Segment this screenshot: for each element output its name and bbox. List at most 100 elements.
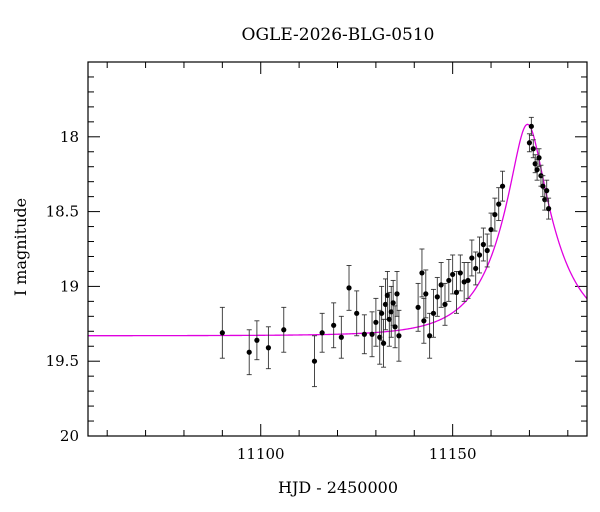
data-point	[438, 262, 444, 308]
data-point	[254, 320, 260, 361]
data-point	[219, 306, 225, 359]
point-marker	[419, 270, 425, 276]
point-marker	[499, 183, 506, 189]
point-marker	[476, 252, 483, 258]
point-marker	[536, 155, 542, 161]
point-marker	[546, 206, 552, 212]
y-tick-label: 19	[60, 277, 79, 295]
point-marker	[526, 140, 533, 146]
point-marker	[415, 304, 421, 310]
model-curve	[88, 123, 588, 337]
point-marker	[377, 334, 383, 340]
data-point	[476, 236, 483, 274]
data-point	[265, 326, 272, 370]
point-marker	[488, 226, 494, 233]
point-marker	[430, 310, 437, 316]
data-point	[394, 270, 400, 317]
point-marker	[423, 291, 429, 297]
data-point	[469, 239, 475, 277]
point-marker	[382, 301, 389, 307]
point-marker	[438, 282, 444, 288]
tick-labels: 11100 11150 18 18.5 19 19.5 20	[46, 128, 477, 463]
data-point	[319, 312, 325, 353]
data-point	[338, 315, 344, 359]
point-marker	[442, 301, 448, 307]
data-point	[396, 309, 402, 362]
point-marker	[246, 349, 252, 355]
point-marker	[544, 188, 550, 194]
point-marker	[421, 318, 427, 324]
point-marker	[469, 255, 475, 261]
data-point	[423, 269, 429, 319]
data-point	[380, 318, 387, 368]
point-marker	[492, 211, 498, 218]
chart-title: OGLE-2026-BLG-0510	[242, 25, 435, 45]
point-marker	[434, 294, 440, 300]
point-marker	[386, 316, 392, 322]
point-marker	[219, 330, 225, 336]
point-marker	[528, 123, 534, 129]
point-marker	[319, 330, 325, 336]
point-marker	[457, 270, 463, 276]
y-axis-label: I magnitude	[11, 198, 30, 296]
data-point	[530, 139, 536, 159]
y-tick-label: 20	[60, 427, 79, 445]
point-marker	[354, 310, 360, 316]
data-point	[415, 282, 421, 332]
data-point	[473, 251, 479, 286]
data-point	[484, 233, 490, 268]
data-point	[446, 259, 452, 302]
point-marker	[373, 319, 379, 325]
data-point	[450, 254, 456, 295]
point-marker	[534, 167, 540, 173]
data-point	[540, 175, 546, 198]
data-point	[496, 187, 502, 222]
data-point	[311, 335, 318, 388]
point-marker	[446, 277, 452, 284]
point-marker	[465, 277, 471, 284]
data-point	[419, 248, 425, 298]
data-point	[488, 212, 494, 247]
x-tick-label: 11150	[429, 445, 477, 463]
data-point	[453, 270, 460, 314]
data-point	[390, 279, 396, 326]
data-point	[457, 254, 463, 292]
data-point	[246, 329, 252, 376]
data-point	[442, 282, 448, 326]
data-point	[377, 309, 383, 365]
point-marker	[450, 271, 456, 278]
point-marker	[281, 327, 287, 333]
data-point	[427, 312, 433, 359]
point-marker	[427, 333, 433, 339]
data-point	[379, 285, 385, 341]
point-marker	[331, 322, 337, 328]
data-point	[369, 311, 375, 358]
point-marker	[338, 334, 344, 340]
point-marker	[254, 337, 260, 343]
point-marker	[384, 292, 390, 298]
x-tick-label: 11100	[237, 445, 285, 463]
x-axis-label: HJD - 2450000	[278, 478, 398, 497]
point-marker	[388, 309, 394, 315]
point-marker	[540, 183, 546, 189]
point-marker	[379, 310, 385, 316]
data-point	[346, 265, 352, 311]
point-marker	[496, 201, 502, 207]
point-marker	[390, 300, 396, 306]
point-marker	[361, 331, 367, 337]
data-point	[281, 306, 287, 353]
data-point	[430, 288, 437, 338]
data-point	[434, 276, 440, 317]
data-point	[384, 270, 390, 320]
data-point	[331, 302, 337, 349]
data-point	[388, 285, 394, 338]
axis-ticks	[88, 61, 587, 437]
point-marker	[346, 285, 352, 291]
point-marker	[396, 333, 402, 339]
data-point	[382, 278, 389, 331]
data-point	[499, 170, 506, 202]
point-marker	[380, 340, 387, 346]
data-point	[465, 262, 471, 299]
data-point	[392, 305, 398, 349]
data-point	[480, 227, 486, 262]
